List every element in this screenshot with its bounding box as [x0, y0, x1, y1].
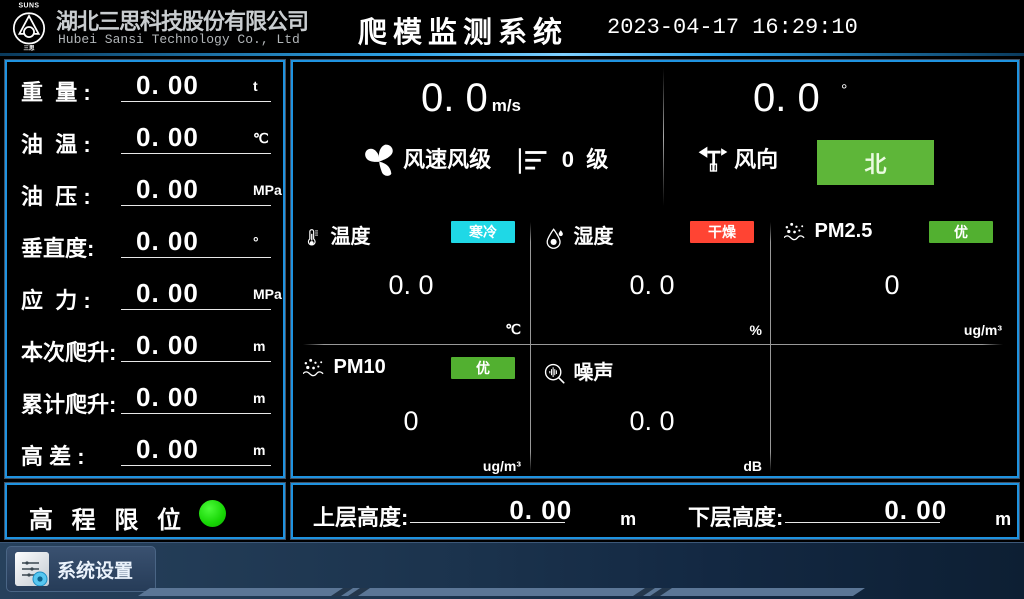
svg-text:三思: 三思 — [23, 44, 35, 52]
svg-text:SUNS: SUNS — [19, 3, 40, 10]
